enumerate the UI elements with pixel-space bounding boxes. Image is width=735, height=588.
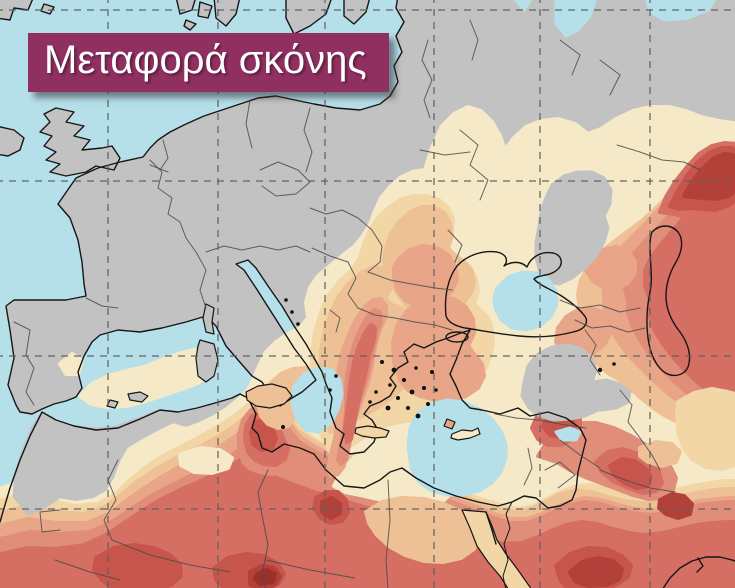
caspian-sea-outline — [646, 225, 691, 377]
red-sea — [461, 509, 532, 588]
crete — [354, 425, 390, 439]
mallorca — [127, 391, 149, 403]
anatolia-lake-specks — [597, 362, 616, 373]
dust-egypt-interior — [364, 496, 481, 564]
dust-nw-saudi-spot — [657, 492, 694, 520]
black-sea-outline — [444, 250, 588, 338]
border-saudi-iraq — [599, 469, 676, 493]
border-egypt-libya — [385, 479, 391, 588]
dust-topright-darkest — [682, 152, 735, 201]
gap-east-turkey-gray — [520, 343, 632, 422]
border-portugal — [13, 321, 35, 406]
dust-caspian-red — [643, 181, 735, 402]
sicily — [245, 383, 293, 409]
gap-iskenderun-blue — [554, 426, 582, 442]
border-morocco-algeria — [39, 459, 119, 541]
border-pyrenees — [85, 297, 119, 309]
gulf-of-aqaba — [485, 511, 497, 545]
border-syria-iraq — [559, 389, 661, 471]
border-sahara-diagonals — [54, 539, 356, 581]
ionian-adriatic-specks — [284, 298, 338, 392]
sardinia — [195, 339, 219, 383]
dust-wturkey-salmon — [391, 295, 486, 402]
border-france-east — [149, 159, 207, 309]
corsica — [202, 303, 215, 335]
malta — [281, 425, 285, 429]
dust-libya-dark-core — [320, 496, 342, 520]
border-serbia-bulgaria — [347, 261, 453, 331]
border-benelux — [149, 139, 169, 173]
border-danube — [367, 271, 453, 291]
border-libya-algeria — [257, 469, 269, 588]
border-baltics — [421, 19, 479, 119]
dust-arabia-tan-dab — [638, 440, 682, 468]
border-czech — [259, 161, 311, 197]
dust-transport-banner: Μεταφορά σκόνης — [28, 33, 389, 92]
border-caucasus — [559, 299, 646, 333]
dust-sahara-darkest — [253, 568, 277, 586]
border-turkey-east — [584, 329, 601, 376]
dust-east-arabia-cream — [675, 387, 735, 471]
border-hungary — [311, 247, 349, 333]
border-ukraine — [419, 129, 489, 263]
dust-mali-spot — [92, 543, 183, 588]
marmara-sea — [445, 331, 469, 343]
water-outlines — [444, 225, 735, 588]
border-germany-east — [245, 99, 313, 173]
baltic-inlets — [513, 0, 717, 38]
gap-ionian-blue — [290, 366, 344, 434]
country-borders — [13, 19, 701, 588]
qatar-bump — [696, 557, 704, 573]
border-carpathians — [309, 207, 383, 273]
cyprus — [450, 427, 481, 441]
border-jordan-israel — [523, 447, 576, 489]
aegean-island-specks — [368, 360, 438, 419]
dust-greece-core — [343, 323, 377, 444]
gap-black-sea-blue — [492, 270, 559, 332]
nile-river — [502, 501, 513, 588]
dust-sudan-core — [568, 556, 624, 588]
dust-romania-core — [392, 244, 459, 308]
dust-algeria-cream-tongue — [178, 446, 234, 475]
border-alps — [205, 245, 311, 253]
border-russia-kazakh — [559, 39, 701, 171]
dust-kuban-spot — [584, 245, 637, 290]
rhodes — [443, 418, 456, 430]
islands-layer — [106, 298, 616, 441]
border-turkey-syria — [494, 413, 587, 429]
banner-title: Μεταφορά σκόνης — [44, 38, 367, 82]
gap-morocco-gray — [12, 409, 180, 516]
gap-ukraine-gray — [534, 170, 613, 286]
